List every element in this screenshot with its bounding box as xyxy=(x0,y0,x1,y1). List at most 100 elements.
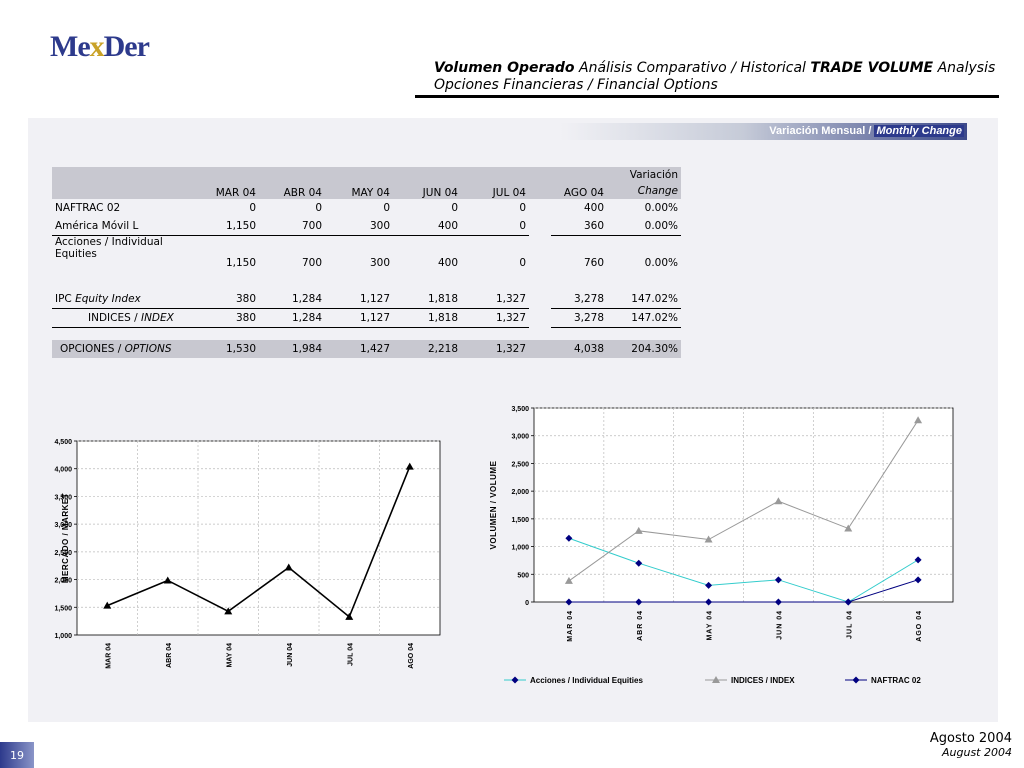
table-cell: 380 xyxy=(198,308,259,328)
row-label: OPCIONES / OPTIONS xyxy=(60,343,172,355)
x-tick-label: AGO 04 xyxy=(408,643,415,669)
data-point xyxy=(405,462,414,470)
table-cell: 760 xyxy=(583,257,604,269)
data-point xyxy=(635,598,643,606)
y-tick-label: 1,500 xyxy=(54,605,72,612)
data-point xyxy=(705,581,713,589)
table-cell: 2,218 xyxy=(427,343,458,355)
table-cell: 0 xyxy=(315,202,322,214)
table-row: América Móvil L 1,150 700 300 400 0 360 0.00% xyxy=(52,217,681,236)
series-line xyxy=(568,579,919,603)
row-label: Acciones / Individual Equities xyxy=(55,236,163,260)
table-cell: 1,127 xyxy=(325,290,393,309)
data-point xyxy=(844,598,852,606)
legend-label: NAFTRAC 02 xyxy=(871,676,921,685)
x-tick-label: MAR 04 xyxy=(567,610,574,642)
mexder-logo: MexDer xyxy=(50,30,150,63)
y-tick-label: 3,000 xyxy=(54,522,72,529)
table-row: OPCIONES / OPTIONS 1,530 1,984 1,427 2,218 1,… xyxy=(52,340,681,358)
data-point xyxy=(345,612,354,620)
change-cell: 147.02% xyxy=(607,290,681,309)
table-cell: 700 xyxy=(301,257,322,269)
legend-marker xyxy=(511,676,519,684)
table-cell: 3,278 xyxy=(551,308,607,328)
table-header-row: MAR 04 ABR 04 MAY 04 JUN 04 JUL 04 AGO 0… xyxy=(52,167,681,199)
data-point xyxy=(914,576,922,584)
market-chart: 1,000 1,500 2,000 2,500 3,000 3,500 4,000 4,500… xyxy=(54,439,441,669)
data-point xyxy=(914,416,923,424)
table-cell: 1,284 xyxy=(259,290,325,309)
col-header: MAR 04 xyxy=(198,167,259,199)
data-point xyxy=(914,556,922,564)
legend-marker xyxy=(852,676,860,684)
volume-chart: 0 500 1,000 1,500 2,000 2,500 3,000 3,500 MAR 04… xyxy=(489,406,954,685)
change-cell: 0.00% xyxy=(644,257,678,269)
table-cell: 1,984 xyxy=(291,343,322,355)
data-point xyxy=(704,535,713,543)
table-cell: 360 xyxy=(551,217,607,236)
x-tick-label: JUN 04 xyxy=(776,610,783,640)
col-header: JUN 04 xyxy=(393,167,461,199)
series-line xyxy=(568,537,919,603)
footer-date: Agosto 2004 August 2004 xyxy=(929,731,1012,760)
table-row: NAFTRAC 02 0 0 0 0 0 400 0.00% xyxy=(52,199,681,217)
series-line xyxy=(106,466,411,619)
data-point xyxy=(705,598,713,606)
legend-label: INDICES / INDEX xyxy=(731,676,795,685)
page-header: Volumen Operado Análisis Comparativo / H… xyxy=(434,60,996,93)
table-cell: 400 xyxy=(437,257,458,269)
table-cell: 1,150 xyxy=(225,257,256,269)
y-tick-label: 3,500 xyxy=(511,406,529,413)
data-point xyxy=(634,526,643,534)
table-cell: 0 xyxy=(519,202,526,214)
x-tick-label: MAY 04 xyxy=(707,610,714,641)
x-tick-label: MAY 04 xyxy=(226,643,233,668)
table-cell: 1,327 xyxy=(461,290,529,309)
row-label: IPC Equity Index xyxy=(52,290,198,309)
row-label: INDICES / INDEX xyxy=(52,308,198,328)
y-tick-label: 1,500 xyxy=(511,517,529,524)
data-point xyxy=(103,601,112,609)
y-tick-label: 0 xyxy=(525,600,529,607)
table-cell: 300 xyxy=(325,217,393,236)
change-cell: 204.30% xyxy=(631,343,678,355)
header-title-1: Volumen Operado xyxy=(434,60,575,76)
monthly-change-banner xyxy=(560,123,967,140)
series-line xyxy=(568,420,919,582)
x-tick-label: JUL 04 xyxy=(347,643,354,666)
row-label: América Móvil L xyxy=(52,217,198,236)
x-tick-label: MAR 04 xyxy=(105,643,112,669)
data-point xyxy=(565,534,573,542)
x-tick-label: AGO 04 xyxy=(916,610,923,642)
monthly-change-label: Variación Mensual / Monthly Change xyxy=(769,125,964,137)
col-header: JUL 04 xyxy=(461,167,529,199)
table-cell: 1,127 xyxy=(325,308,393,328)
data-point xyxy=(284,563,293,571)
y-tick-label: 4,500 xyxy=(54,439,72,446)
table-row: IPC Equity Index 380 1,284 1,127 1,818 1,327 3… xyxy=(52,290,681,309)
row-label: NAFTRAC 02 xyxy=(55,202,121,214)
header-subtitle: Opciones Financieras / Financial Options xyxy=(434,77,718,93)
change-cell: 0.00% xyxy=(644,202,678,214)
col-header: AGO 04 xyxy=(551,167,607,199)
table-cell: 0 xyxy=(383,202,390,214)
data-point xyxy=(635,559,643,567)
table-cell: 1,327 xyxy=(461,308,529,328)
y-tick-label: 1,000 xyxy=(511,545,529,552)
data-point xyxy=(564,576,573,584)
change-cell: 147.02% xyxy=(607,308,681,328)
col-header: ABR 04 xyxy=(259,167,325,199)
volume-table: MAR 04 ABR 04 MAY 04 JUN 04 JUL 04 AGO 0… xyxy=(52,167,681,358)
y-tick-label: 3,000 xyxy=(511,434,529,441)
y-tick-label: 3,500 xyxy=(54,494,72,501)
data-point xyxy=(774,576,782,584)
data-point xyxy=(163,576,172,584)
data-point xyxy=(774,598,782,606)
y-tick-label: 2,000 xyxy=(54,578,72,585)
table-cell: 0 xyxy=(451,202,458,214)
table-cell: 380 xyxy=(198,290,259,309)
x-tick-label: JUN 04 xyxy=(287,643,294,667)
table-cell: 700 xyxy=(259,217,325,236)
table-cell: 400 xyxy=(393,217,461,236)
y-axis-label: VOLUMEN / VOLUME xyxy=(489,460,498,549)
